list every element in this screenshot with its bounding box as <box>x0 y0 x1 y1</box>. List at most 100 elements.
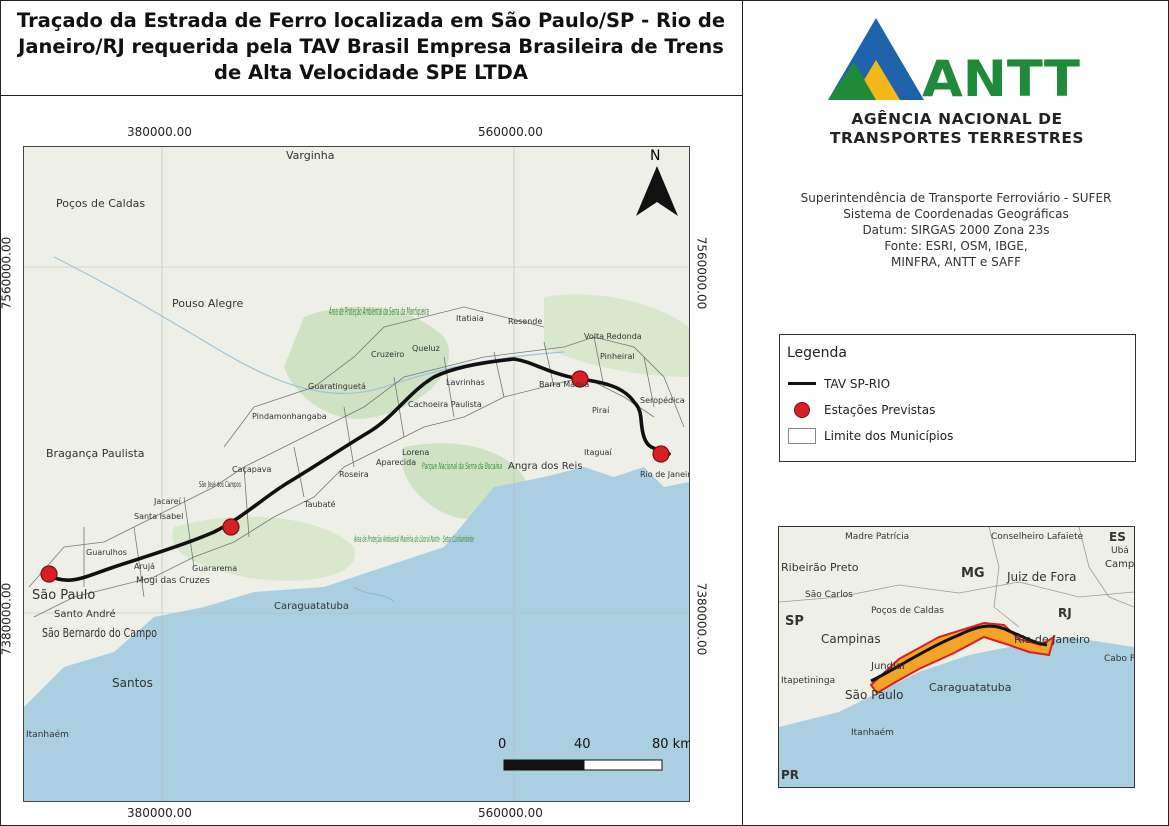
label-queluz: Queluz <box>412 344 440 353</box>
info-line-4: Fonte: ESRI, OSM, IBGE, <box>884 239 1028 253</box>
label-mogi-das-cruzes: Mogi das Cruzes <box>136 576 210 586</box>
legend-item-stations: Estações Previstas <box>788 401 935 419</box>
inset-railway <box>870 624 1048 683</box>
grid-label-right-2: 7380000.00 <box>694 582 709 656</box>
label-itanhaem: Itanhaém <box>26 729 69 740</box>
inset-label-4: Ribeirão Preto <box>781 561 859 574</box>
title-line-1: Traçado da Estrada de Ferro localizada e… <box>16 9 726 32</box>
label-parque-bocaina: Parque Nacional da Serra da Bocaina <box>422 462 502 472</box>
label-aruja: Arujá <box>134 562 155 571</box>
legend-label-stations: Estações Previstas <box>824 403 936 417</box>
agency-name-line1: AGÊNCIA NACIONAL DE <box>851 110 1063 128</box>
label-lorena: Lorena <box>402 448 429 457</box>
info-line-3: Datum: SIRGAS 2000 Zona 23s <box>862 223 1050 237</box>
label-volta-redonda: Volta Redonda <box>584 332 642 341</box>
label-apa-marinha: Área de Proteção Ambiental Marinha do Li… <box>354 533 475 545</box>
inset-label-17: ES <box>1109 530 1126 544</box>
inset-label-14: São Paulo <box>845 688 903 702</box>
inset-label-5: MG <box>961 566 985 581</box>
map-title: Traçado da Estrada de Ferro localizada e… <box>10 8 732 86</box>
info-line-5: MINFRA, ANTT e SAFF <box>891 255 1021 269</box>
inset-label-10: Campinas <box>821 632 881 646</box>
main-map[interactable]: Varginha Poços de Caldas Pouso Alegre Ár… <box>23 146 690 802</box>
label-guaratingueta: Guaratinguetá <box>308 382 366 391</box>
agency-name-line2: TRANSPORTES TERRESTRES <box>829 129 1085 147</box>
railway-tav-sp-rio[interactable] <box>44 357 671 582</box>
label-pinheiral: Pinheiral <box>600 352 635 361</box>
layout-divider-vertical <box>742 0 743 826</box>
scale-label-40: 40 <box>574 737 591 752</box>
label-cruzeiro: Cruzeiro <box>371 350 404 359</box>
grid-label-left-1: 7560000.00 <box>0 236 14 310</box>
north-arrow: N <box>632 146 682 218</box>
label-pirai: Piraí <box>592 406 610 415</box>
info-line-1: Superintendência de Transporte Ferroviár… <box>800 191 1112 205</box>
label-rio-de-janeiro: Rio de Janeiro <box>640 470 689 479</box>
label-seropedica: Seropédica <box>640 395 685 405</box>
grid-label-top-1: 380000.00 <box>127 125 192 139</box>
title-line-2: Janeiro/RJ requerida pela TAV Brasil Emp… <box>18 35 724 58</box>
title-line-3: de Alta Velocidade SPE LTDA <box>214 61 528 84</box>
label-varginha: Varginha <box>286 149 334 162</box>
inset-label-20: Cabo Frio <box>1104 654 1134 664</box>
inset-label-21: Jundiaí <box>870 660 906 672</box>
station-rio-de-janeiro[interactable] <box>652 445 670 463</box>
inset-label-8: Poços de Caldas <box>871 606 944 616</box>
inset-map-canvas: Madre Patrícia Conselheiro Lafaiete Ubá … <box>779 527 1134 787</box>
inset-label-7: São Carlos <box>805 590 853 600</box>
label-guararema: Guararema <box>192 564 237 573</box>
agency-name: AGÊNCIA NACIONAL DE TRANSPORTES TERRESTR… <box>826 110 1088 148</box>
inset-label-15: Itapetininga <box>781 676 835 686</box>
grid-label-bottom-2: 560000.00 <box>478 806 543 820</box>
label-sao-paulo: São Paulo <box>32 588 95 603</box>
legend-line-icon <box>788 376 816 392</box>
info-line-2: Sistema de Coordenadas Geográficas <box>843 207 1069 221</box>
label-sao-jose-dos-campos: São José dos Campos <box>199 479 241 489</box>
inset-label-11: RJ <box>1058 606 1072 620</box>
label-pouso-alegre: Pouso Alegre <box>172 297 244 310</box>
label-santo-andre: Santo André <box>54 608 116 620</box>
station-sao-jose-dos-campos[interactable] <box>222 518 240 536</box>
grid-label-left-2: 7380000.00 <box>0 582 14 656</box>
label-guarulhos: Guarulhos <box>86 548 127 557</box>
label-cacapava: Caçapava <box>232 465 272 474</box>
label-braganca-paulista: Bragança Paulista <box>46 447 145 460</box>
north-arrow-icon: N <box>636 148 678 216</box>
label-cachoeira-paulista: Cachoeira Paulista <box>408 400 482 409</box>
label-lavrinhas: Lavrinhas <box>446 378 485 387</box>
label-santos: Santos <box>112 676 153 690</box>
legend-title: Legenda <box>787 345 848 361</box>
label-pocos-de-caldas: Poços de Caldas <box>56 197 145 210</box>
forest-rj <box>544 294 689 377</box>
antt-logo: ANTT <box>826 14 1088 154</box>
inset-label-16: Itanhaém <box>851 727 894 738</box>
label-angra-dos-reis: Angra dos Reis <box>508 461 582 472</box>
north-label: N <box>650 148 660 164</box>
label-aparecida: Aparecida <box>376 458 416 467</box>
logo-text: ANTT <box>922 50 1080 108</box>
inset-label-6: Juiz de Fora <box>1006 570 1077 584</box>
label-roseira: Roseira <box>339 470 369 479</box>
inset-map[interactable]: Madre Patrícia Conselheiro Lafaiete Ubá … <box>778 526 1135 788</box>
main-map-canvas: Varginha Poços de Caldas Pouso Alegre Ár… <box>24 147 689 801</box>
scale-label-80: 80 km <box>652 737 690 752</box>
legend-item-municipalities: Limite dos Municípios <box>788 427 953 445</box>
label-pindamonhangaba: Pindamonhangaba <box>252 412 327 421</box>
legend-label-municipalities: Limite dos Municípios <box>824 429 954 443</box>
municipal-boundaries <box>28 306 685 618</box>
antt-logo-icon: ANTT <box>828 18 1080 108</box>
layout-divider-horizontal <box>0 95 742 96</box>
scale-label-0: 0 <box>498 737 506 752</box>
inset-label-3: Ubá <box>1111 546 1129 556</box>
grid-label-bottom-1: 380000.00 <box>127 806 192 820</box>
sea <box>24 467 689 801</box>
inset-label-2: Conselheiro Lafaiete <box>991 532 1084 542</box>
label-taubate: Taubaté <box>303 499 336 509</box>
station-volta-redonda[interactable] <box>571 370 589 388</box>
label-itatiaia: Itatiaia <box>456 314 484 323</box>
legend-label-railway: TAV SP-RIO <box>824 377 891 391</box>
legend-point-icon <box>788 402 816 418</box>
station-sao-paulo[interactable] <box>40 565 58 583</box>
legend-polygon-icon <box>788 428 816 444</box>
label-caraguatatuba: Caraguatatuba <box>274 601 349 612</box>
